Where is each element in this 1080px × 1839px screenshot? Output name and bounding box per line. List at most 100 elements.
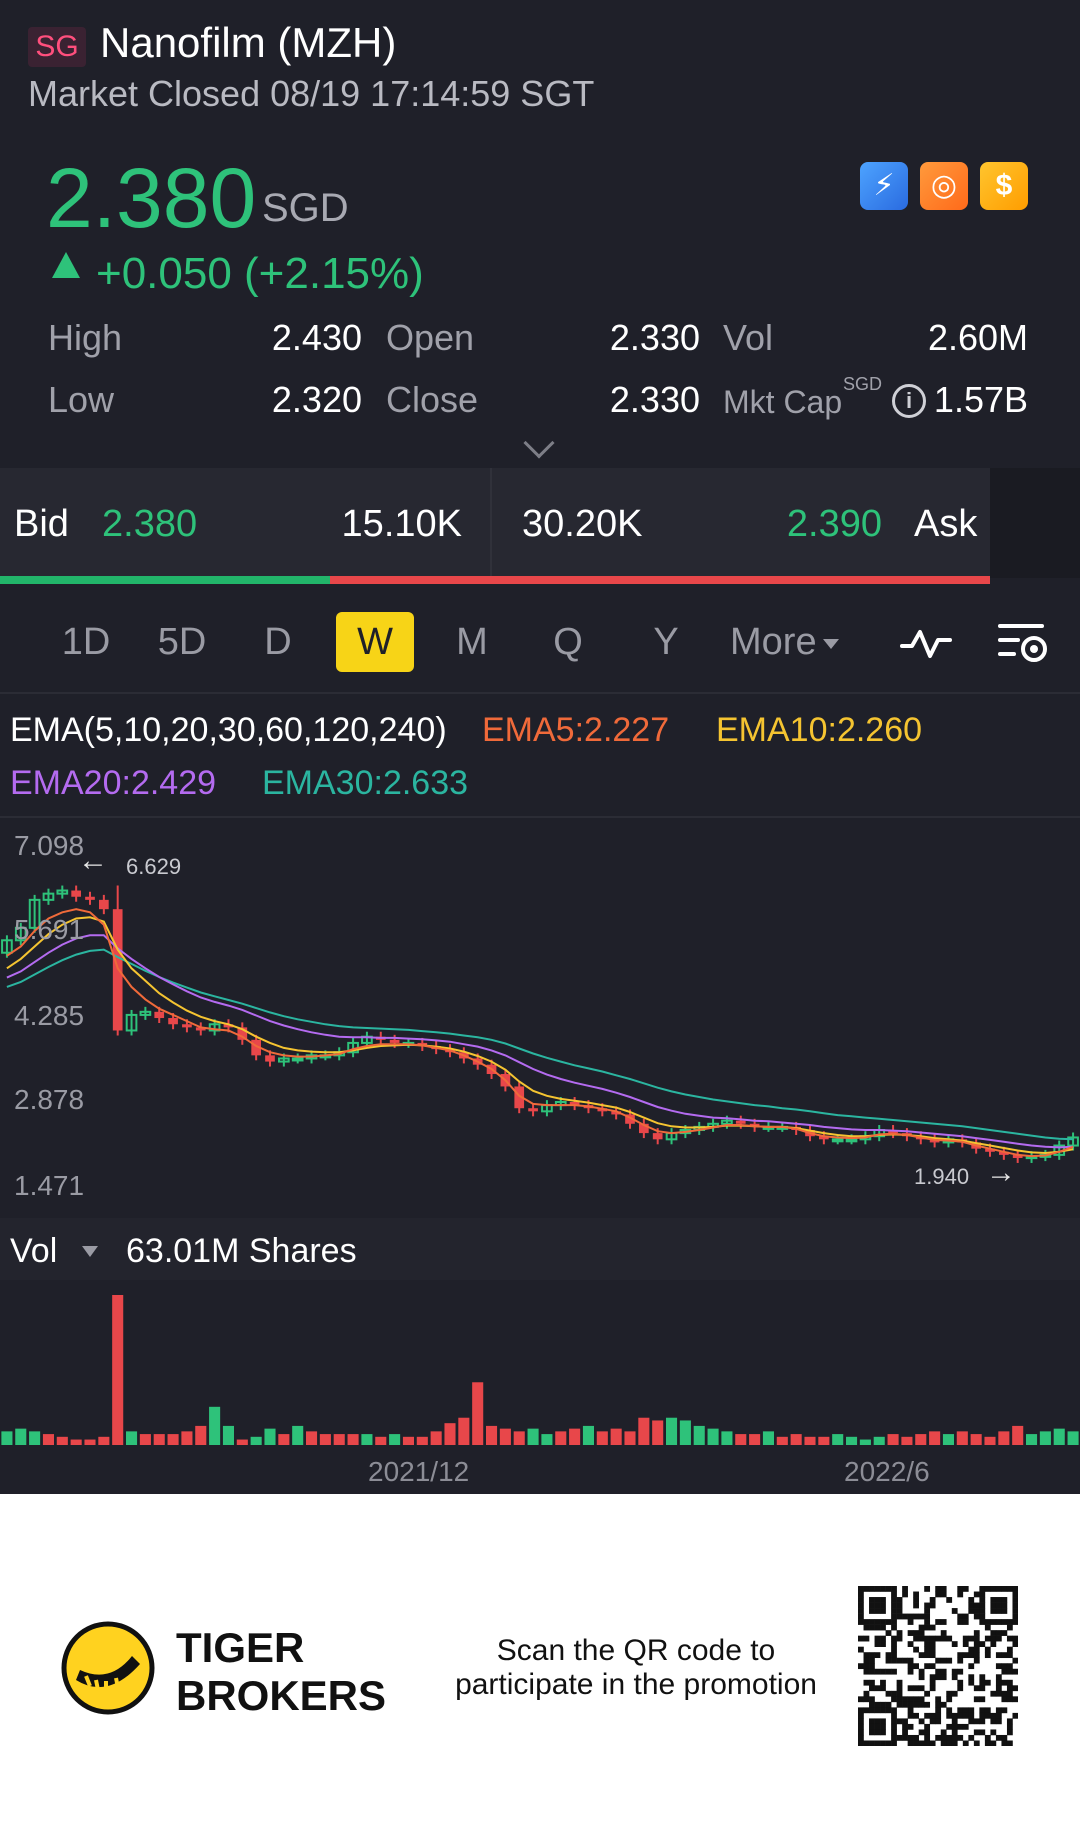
y-tick: 7.098 xyxy=(14,830,85,861)
volume-bar xyxy=(319,1434,331,1445)
volume-bar xyxy=(139,1434,151,1445)
qr-module xyxy=(1006,1668,1013,1675)
qr-module xyxy=(929,1674,936,1681)
candle xyxy=(251,1039,261,1056)
qr-module xyxy=(946,1740,953,1746)
qr-module xyxy=(951,1723,958,1730)
qr-module xyxy=(858,1586,864,1592)
qr-module xyxy=(968,1635,975,1642)
qr-module xyxy=(880,1608,886,1614)
qr-module xyxy=(924,1690,931,1697)
qr-module xyxy=(907,1668,914,1675)
ema-title[interactable]: EMA(5,10,20,30,60,120,240) xyxy=(10,711,447,749)
qr-module xyxy=(946,1734,953,1741)
candle xyxy=(85,896,95,900)
qr-module xyxy=(962,1707,969,1714)
qr-module xyxy=(902,1586,908,1592)
candle xyxy=(569,1102,580,1106)
qr-module xyxy=(891,1613,897,1620)
info-icon[interactable]: i xyxy=(892,384,926,418)
candle xyxy=(625,1114,635,1124)
tab-y[interactable]: Y xyxy=(653,621,679,663)
qr-module xyxy=(929,1712,936,1719)
volume-bar xyxy=(181,1431,193,1445)
bid-size: 15.10K xyxy=(341,503,462,545)
volume-bar xyxy=(790,1434,802,1445)
qr-module xyxy=(891,1652,897,1659)
tab-5d[interactable]: 5D xyxy=(157,621,207,663)
qr-module xyxy=(1012,1586,1018,1592)
tab-q[interactable]: Q xyxy=(553,621,583,663)
qr-module xyxy=(880,1723,886,1730)
caret-down-icon[interactable] xyxy=(82,1246,98,1257)
price-chart[interactable] xyxy=(0,818,1080,1218)
qr-module xyxy=(869,1679,875,1686)
qr-module xyxy=(869,1723,875,1730)
chart-settings-icon[interactable] xyxy=(996,614,1052,670)
tab-d[interactable]: D xyxy=(264,621,292,663)
qr-module xyxy=(990,1586,997,1592)
tab-more[interactable]: More xyxy=(730,612,860,672)
volume-chart[interactable] xyxy=(0,1280,1080,1455)
qr-module xyxy=(973,1635,980,1642)
qr-module xyxy=(874,1624,881,1631)
tab-more-label: More xyxy=(730,621,817,663)
open-value: 2.330 xyxy=(609,317,700,358)
qr-module xyxy=(951,1674,958,1681)
qr-module xyxy=(1006,1635,1013,1642)
tab-m[interactable]: M xyxy=(456,621,488,663)
qr-module xyxy=(907,1712,914,1719)
qr-module xyxy=(990,1597,997,1603)
qr-module xyxy=(924,1729,931,1736)
volume-bar xyxy=(929,1431,941,1445)
qr-module xyxy=(863,1668,870,1675)
qr-module xyxy=(940,1619,947,1625)
qr-module xyxy=(990,1608,997,1614)
indicator-icon[interactable] xyxy=(898,614,954,670)
qr-module xyxy=(913,1734,919,1741)
qr-module xyxy=(891,1712,897,1719)
ema20-value: EMA20:2.429 xyxy=(10,764,217,802)
qr-module xyxy=(990,1690,997,1697)
expand-chevron-icon[interactable] xyxy=(523,427,555,459)
volume-bar xyxy=(749,1434,761,1445)
left-arrow-icon: ← xyxy=(78,844,108,877)
qr-module xyxy=(984,1635,991,1642)
volume-bar xyxy=(1067,1431,1079,1445)
qr-module xyxy=(885,1619,892,1625)
vol-indicator-label[interactable]: Vol xyxy=(10,1232,58,1270)
flash-icon[interactable]: ⚡ xyxy=(860,162,908,210)
qr-module xyxy=(984,1740,991,1746)
ema5-value: EMA5:2.227 xyxy=(482,711,670,749)
qr-module xyxy=(913,1646,919,1653)
volume-bar xyxy=(153,1434,165,1445)
chart-icon[interactable]: ◎ xyxy=(920,162,968,210)
qr-module xyxy=(946,1635,953,1642)
volume-bar xyxy=(582,1425,594,1445)
tab-1d[interactable]: 1D xyxy=(61,621,111,663)
qr-module xyxy=(924,1652,931,1659)
qr-module xyxy=(907,1663,914,1670)
tab-w[interactable]: W xyxy=(336,612,414,672)
dollar-icon[interactable]: $ xyxy=(980,162,1028,210)
qr-module xyxy=(995,1685,1002,1692)
qr-module xyxy=(990,1635,997,1642)
price-currency: SGD xyxy=(262,186,349,230)
qr-code-icon[interactable] xyxy=(858,1586,1018,1746)
volume-bar xyxy=(984,1436,996,1445)
stock-detail-screen: SG Nanofilm (MZH) Market Closed 08/19 17… xyxy=(0,0,1080,1494)
qr-module xyxy=(858,1635,864,1642)
qr-module xyxy=(1001,1679,1008,1686)
qr-module xyxy=(891,1707,897,1714)
qr-module xyxy=(907,1701,914,1708)
x-axis-label: 2021/12 xyxy=(368,1456,470,1487)
qr-module xyxy=(907,1734,914,1741)
qr-module xyxy=(962,1740,969,1746)
qr-module xyxy=(918,1668,925,1675)
qr-module xyxy=(1012,1602,1018,1609)
qr-module xyxy=(902,1591,908,1598)
qr-module xyxy=(880,1641,886,1647)
qr-module xyxy=(880,1635,886,1642)
qr-module xyxy=(946,1723,953,1730)
candle xyxy=(28,898,41,929)
